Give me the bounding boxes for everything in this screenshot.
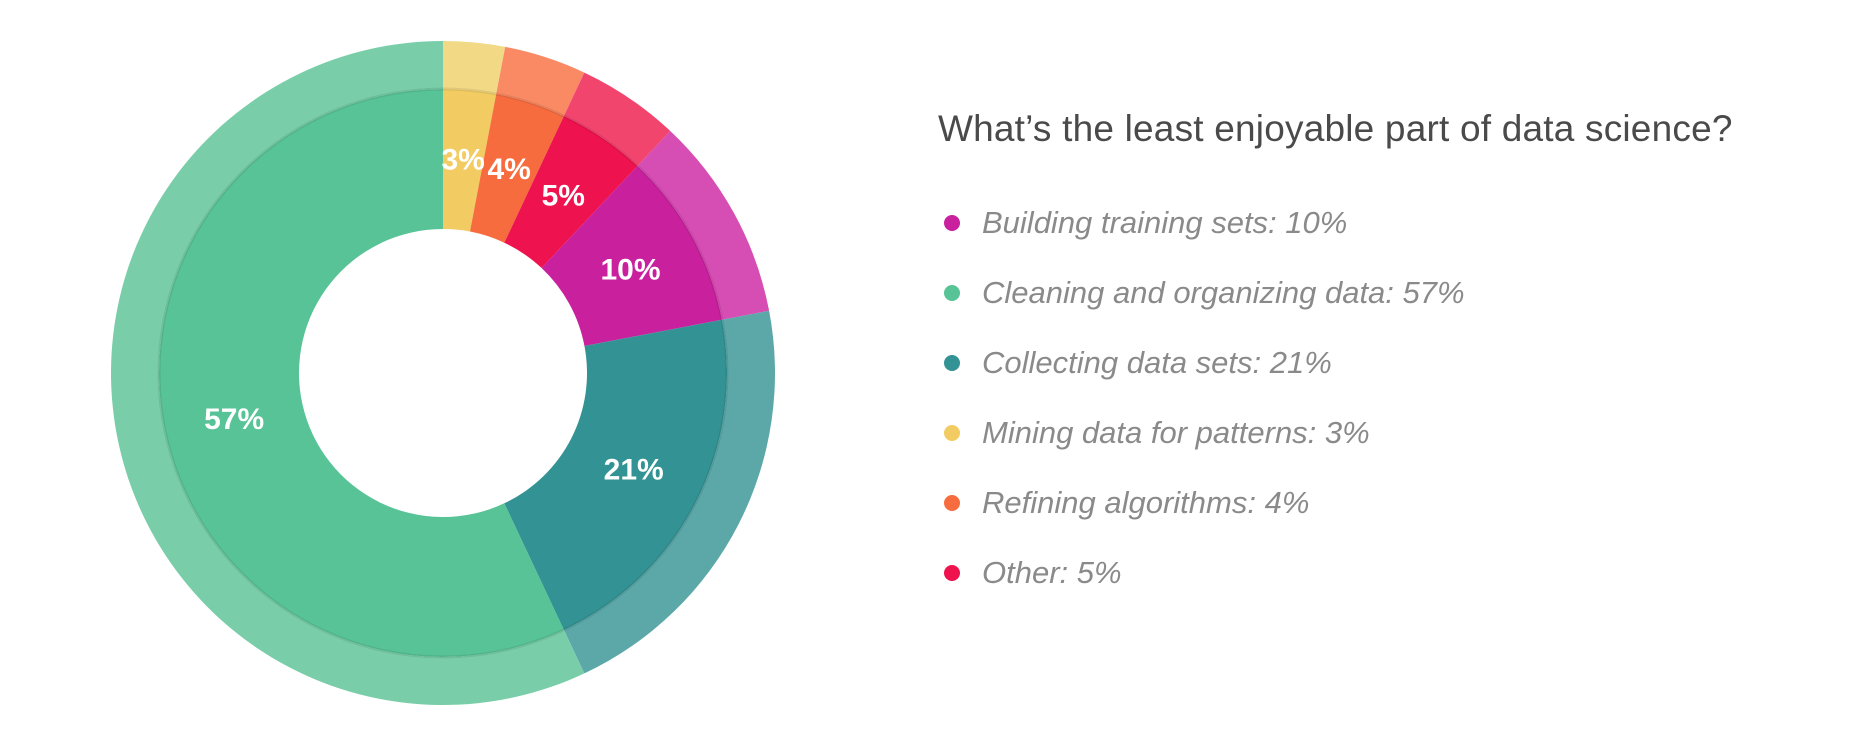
- slice-building-training-sets: [541, 165, 722, 347]
- legend-item-cleaning-and-organizing-data: Cleaning and organizing data: 57%: [938, 258, 1838, 328]
- inner-ring: [158, 89, 727, 657]
- slice-cleaning-and-organizing-data: [158, 89, 564, 657]
- outer-slice-building-training-sets: [637, 130, 770, 320]
- slice-other: [504, 116, 638, 269]
- slice-label-collecting-data-sets: 21%: [604, 454, 664, 487]
- slice-refining-algorithms: [469, 94, 564, 243]
- ring-divider-line: [157, 87, 729, 659]
- outer-slice-refining-algorithms: [496, 46, 585, 117]
- legend: Building training sets: 10% Cleaning and …: [938, 188, 1838, 608]
- chart-title: What’s the least enjoyable part of data …: [938, 108, 1733, 149]
- slice-label-refining-algorithms: 4%: [487, 153, 530, 186]
- outer-slice-mining-data-for-patterns: [443, 41, 506, 95]
- outer-ring: [110, 41, 776, 705]
- slice-label-cleaning-and-organizing-data: 57%: [204, 403, 264, 436]
- legend-dot-refining-algorithms: [944, 495, 960, 511]
- legend-label-refining-algorithms: Refining algorithms: 4%: [982, 485, 1310, 520]
- slice-mining-data-for-patterns: [443, 89, 497, 232]
- legend-dot-mining-data-for-patterns: [944, 425, 960, 441]
- slice-label-mining-data-for-patterns: 3%: [441, 143, 484, 176]
- legend-item-building-training-sets: Building training sets: 10%: [938, 188, 1838, 258]
- legend-dot-cleaning-and-organizing-data: [944, 285, 960, 301]
- legend-item-other: Other: 5%: [938, 538, 1838, 608]
- ring-divider: [157, 87, 729, 659]
- outer-slice-other: [563, 72, 671, 166]
- legend-dot-other: [944, 565, 960, 581]
- legend-item-collecting-data-sets: Collecting data sets: 21%: [938, 328, 1838, 398]
- legend-dot-collecting-data-sets: [944, 355, 960, 371]
- legend-item-mining-data-for-patterns: Mining data for patterns: 3%: [938, 398, 1838, 468]
- legend-label-collecting-data-sets: Collecting data sets: 21%: [982, 345, 1332, 380]
- slice-labels: 3% 4% 5% 10% 21% 57%: [204, 143, 664, 486]
- legend-dot-building-training-sets: [944, 215, 960, 231]
- legend-panel: What’s the least enjoyable part of data …: [938, 108, 1838, 608]
- slice-label-building-training-sets: 10%: [601, 253, 661, 286]
- legend-label-other: Other: 5%: [982, 555, 1122, 590]
- legend-label-building-training-sets: Building training sets: 10%: [982, 205, 1348, 240]
- slice-label-other: 5%: [542, 180, 585, 213]
- legend-item-refining-algorithms: Refining algorithms: 4%: [938, 468, 1838, 538]
- legend-label-cleaning-and-organizing-data: Cleaning and organizing data: 57%: [982, 275, 1465, 310]
- donut-chart: 3% 4% 5% 10% 21% 57%: [110, 41, 776, 705]
- legend-label-mining-data-for-patterns: Mining data for patterns: 3%: [982, 415, 1370, 450]
- outer-slice-collecting-data-sets: [563, 310, 776, 674]
- slice-collecting-data-sets: [504, 319, 727, 630]
